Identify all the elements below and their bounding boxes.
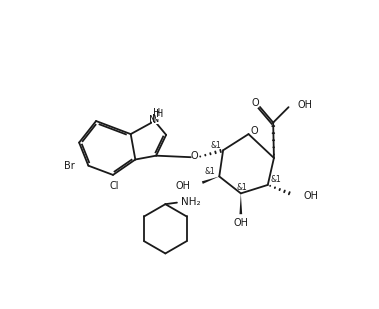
- Text: H: H: [153, 108, 161, 118]
- Text: NH₂: NH₂: [181, 197, 200, 207]
- Polygon shape: [202, 176, 219, 184]
- Text: O: O: [191, 151, 199, 161]
- Text: &1: &1: [237, 183, 248, 192]
- Text: Cl: Cl: [110, 181, 119, 191]
- Polygon shape: [240, 193, 242, 214]
- Text: N: N: [149, 115, 156, 125]
- Text: OH: OH: [175, 181, 190, 192]
- Text: &1: &1: [270, 175, 281, 184]
- Text: OH: OH: [233, 218, 248, 228]
- Text: &1: &1: [210, 141, 221, 150]
- Text: Br: Br: [64, 161, 75, 171]
- Text: N: N: [152, 114, 159, 125]
- Text: OH: OH: [304, 192, 319, 201]
- Text: O: O: [250, 126, 258, 136]
- Text: O: O: [252, 98, 259, 108]
- Text: H: H: [156, 109, 164, 119]
- Text: &1: &1: [205, 167, 215, 176]
- Text: OH: OH: [298, 100, 313, 110]
